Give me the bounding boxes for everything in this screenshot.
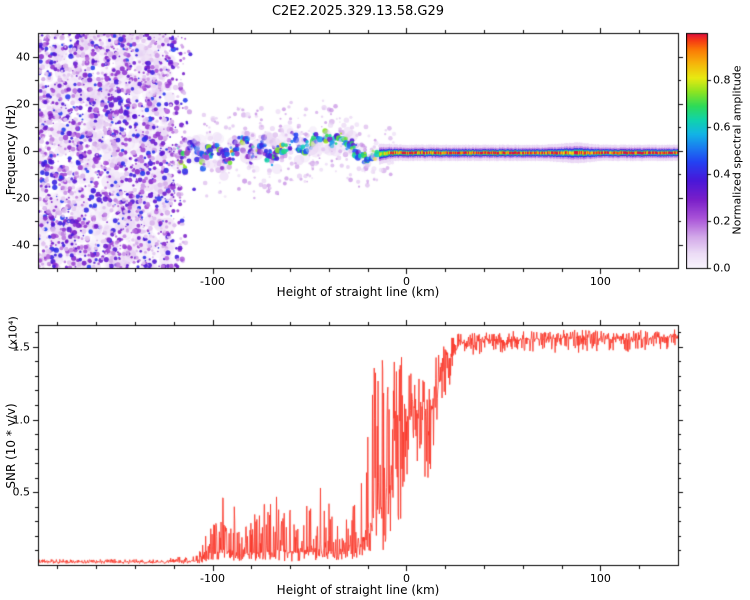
spectrogram-plot [28, 23, 688, 278]
snr-y-tick-label: 1.0 [12, 413, 31, 427]
spectrogram-y-tick-label: -40 [12, 238, 30, 251]
spectrogram-y-tick-label: 40 [16, 50, 30, 63]
colorbar-tick-label: 0.0 [713, 261, 731, 275]
snr-x-tick-label: -100 [200, 572, 226, 585]
spectrogram-x-tick-label: 0 [402, 275, 410, 288]
colorbar-tick-label: 0.2 [713, 214, 731, 228]
colorbar-tick-label: 0.4 [713, 167, 731, 181]
snr-y-tick-label: 1.5 [12, 340, 31, 354]
spectrogram-x-axis-label: Height of straight line (km) [276, 285, 440, 299]
colorbar-label: Normalized spectral amplitude [730, 65, 744, 235]
colorbar-tick-label: 0.8 [713, 73, 731, 87]
snr-x-tick-label: 0 [402, 572, 410, 585]
colorbar [686, 23, 730, 278]
spectrogram-x-tick-label: 100 [589, 275, 611, 288]
colorbar-tick-label: 0.6 [713, 120, 731, 134]
snr-x-axis-label: Height of straight line (km) [276, 583, 440, 597]
spectrogram-y-tick-label: -20 [12, 191, 30, 204]
spectrogram-y-tick-label: 0 [23, 144, 30, 157]
spectrogram-y-axis-label: Frequency (Hz) [4, 104, 18, 196]
spectrogram-y-tick-label: 20 [16, 97, 30, 110]
spectrogram-x-tick-label: -100 [200, 275, 226, 288]
snr-x-tick-label: 100 [589, 572, 611, 585]
snr-plot [28, 315, 688, 575]
snr-y-tick-label: 0.5 [12, 485, 31, 499]
chart-title: C2E2.2025.329.13.58.G29 [271, 4, 445, 19]
